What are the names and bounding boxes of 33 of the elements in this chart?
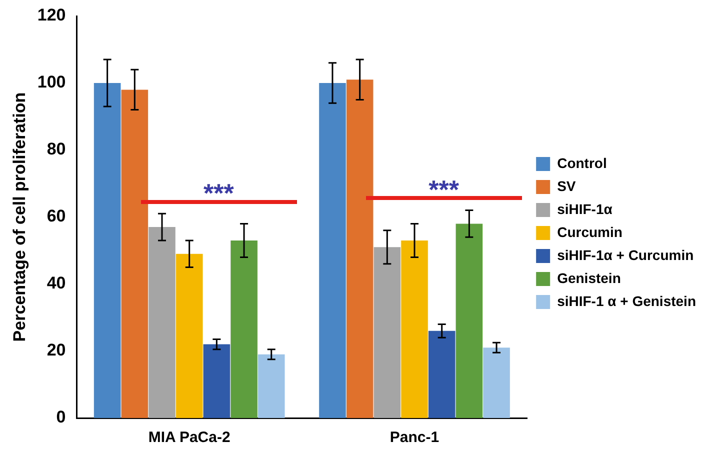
legend-label: SV: [557, 178, 576, 194]
bar: [203, 344, 230, 418]
y-tick-label: 60: [46, 206, 66, 226]
bar: [94, 83, 121, 418]
bar: [319, 83, 346, 418]
legend-label: Control: [557, 154, 607, 171]
legend-label: siHIF-1α: [557, 200, 613, 217]
legend-label: siHIF-1 α + Genistein: [557, 292, 696, 309]
bar: [401, 240, 428, 418]
y-tick-label: 20: [46, 340, 66, 360]
annotation: ***: [204, 178, 235, 208]
x-tick-label: Panc-1: [390, 429, 440, 446]
bar: [483, 348, 510, 418]
bar: [456, 224, 483, 418]
y-tick-label: 0: [56, 408, 66, 427]
bar: [121, 90, 148, 418]
y-tick-label: 40: [46, 274, 66, 293]
y-tick-label: 80: [46, 140, 66, 159]
bar: [258, 354, 285, 418]
bar: [428, 330, 456, 418]
bar: [346, 80, 374, 418]
legend-label: Curcumin: [557, 224, 622, 240]
annotation: ***: [428, 174, 460, 204]
bar: [230, 240, 258, 418]
bar: [374, 247, 401, 418]
legend-label: siHIF-1α + Curcumin: [557, 246, 694, 263]
x-tick-label: MIA PaCa-2: [148, 429, 230, 446]
bar: [148, 227, 176, 418]
y-tick-label: 100: [37, 72, 66, 92]
y-tick-label: 120: [37, 6, 66, 25]
y-axis-title: Percentage of cell proliferation: [10, 92, 29, 342]
legend-label: Genistein: [557, 270, 621, 286]
bar: [176, 254, 203, 418]
